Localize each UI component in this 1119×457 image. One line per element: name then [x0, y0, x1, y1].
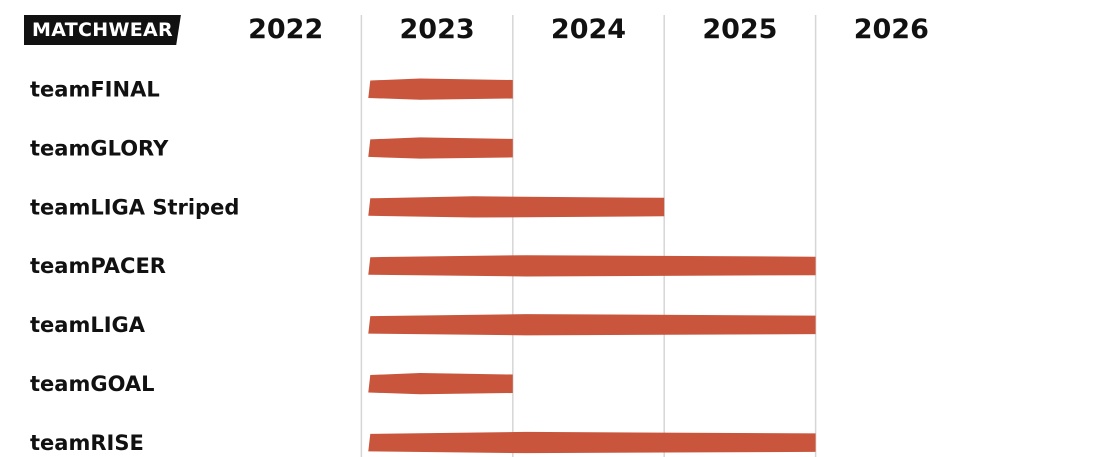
- bar-teamrise: [368, 431, 816, 454]
- row-label-teamglory: teamGLORY: [30, 136, 169, 160]
- year-axis: 2022 2023 2024 2025 2026: [248, 14, 929, 45]
- row-labels: teamFINAL teamGLORY teamLIGA Striped teamPA…: [30, 78, 239, 455]
- row-label-teamrise: teamRISE: [30, 431, 144, 455]
- row-label-teamgoal: teamGOAL: [30, 372, 155, 396]
- bar-teamliga: [368, 314, 816, 336]
- bar-teamliga-striped: [368, 196, 665, 218]
- year-label-2026: 2026: [854, 14, 929, 45]
- year-label-2024: 2024: [551, 14, 626, 45]
- bar-teampacer: [368, 255, 816, 277]
- row-label-teamliga-striped: teamLIGA Striped: [30, 195, 239, 219]
- row-label-teamfinal: teamFINAL: [30, 78, 160, 102]
- row-label-teamliga: teamLIGA: [30, 313, 146, 337]
- bar-teamglory: [368, 137, 513, 159]
- year-label-2022: 2022: [248, 14, 323, 45]
- row-label-teampacer: teamPACER: [30, 254, 166, 278]
- bar-series: [368, 78, 816, 454]
- year-label-2025: 2025: [702, 14, 777, 45]
- year-label-2023: 2023: [400, 14, 475, 45]
- bar-teamgoal: [368, 373, 513, 395]
- matchwear-badge: MATCHWEAR: [24, 15, 181, 45]
- bar-teamfinal: [368, 78, 513, 100]
